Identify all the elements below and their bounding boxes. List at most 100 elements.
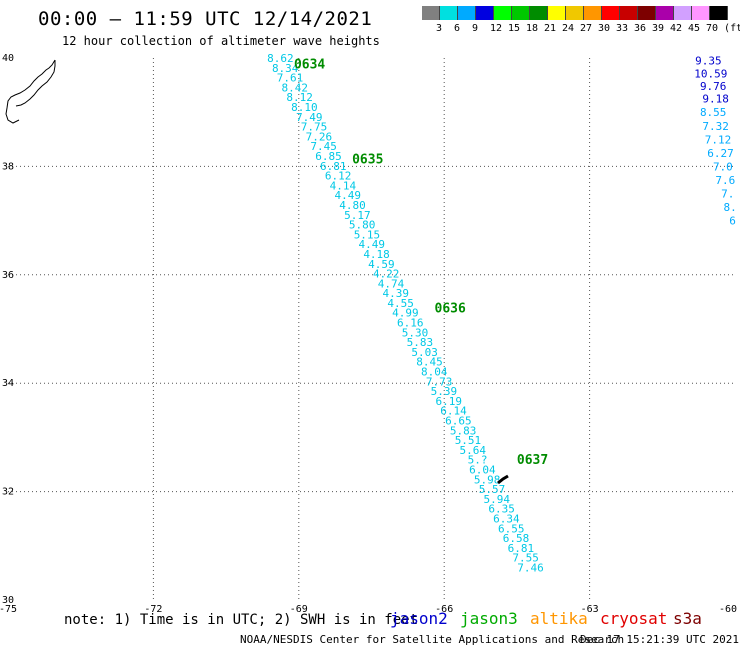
swh-value-label: 5.64 — [460, 444, 487, 457]
swh-value-label: 4.39 — [383, 287, 410, 300]
legend-swatch — [656, 6, 674, 20]
satellite-s3a: s3a — [673, 609, 702, 628]
swh-value-label: 7.45 — [310, 140, 337, 153]
swh-value-label: 5.57 — [479, 483, 506, 496]
swh-value-label: 6.85 — [315, 150, 342, 163]
swh-value-label: 9.76 — [700, 80, 727, 93]
swh-value-label: 7.32 — [702, 120, 729, 133]
swh-value-label: 5.03 — [411, 346, 438, 359]
swh-value-label: 5.83 — [407, 336, 434, 349]
swh-value-label: 8. — [724, 201, 737, 214]
generated-timestamp: Dec 17 15:21:39 UTC 2021 — [580, 633, 739, 646]
legend-label: 24 — [562, 23, 575, 34]
legend-label: 15 — [508, 23, 521, 34]
swh-value-label: 7.73 — [426, 375, 453, 388]
x-tick-label: -60 — [719, 604, 737, 615]
swh-value-label: 4.99 — [392, 307, 419, 320]
swh-value-label: 5.83 — [450, 424, 477, 437]
y-tick-label: 32 — [2, 487, 14, 498]
swh-value-label: 6.34 — [493, 512, 520, 525]
y-tick-label: 40 — [2, 53, 14, 64]
swh-value-label: 6 — [729, 215, 736, 228]
x-tick-label: -66 — [435, 604, 453, 615]
y-tick-label: 38 — [2, 161, 14, 172]
legend-label: 21 — [544, 23, 557, 34]
pass-time-label: 0636 — [435, 301, 466, 316]
swh-value-label: 8.12 — [286, 91, 313, 104]
x-tick-label: -75 — [0, 604, 17, 615]
y-tick-label: 34 — [2, 378, 14, 389]
swh-value-label: 4.14 — [330, 179, 357, 192]
swh-value-label: 5.94 — [484, 493, 511, 506]
x-tick-label: -63 — [581, 604, 599, 615]
legend-label: 3 — [436, 23, 443, 34]
swh-value-label: 8.42 — [282, 81, 309, 94]
swh-value-label: 7.12 — [705, 133, 732, 146]
swh-value-label: 5.30 — [402, 326, 429, 339]
swh-value-label: 6.12 — [325, 170, 352, 183]
legend-swatch — [530, 6, 548, 20]
swh-value-label: 6.65 — [445, 415, 472, 428]
swh-value-label: 7.46 — [517, 561, 544, 574]
legend-label: 70 (ft) — [706, 23, 740, 34]
x-tick-label: -69 — [290, 604, 308, 615]
credit-text: NOAA/NESDIS Center for Satellite Applica… — [240, 633, 625, 646]
legend-swatch — [494, 6, 512, 20]
legend-swatch — [620, 6, 638, 20]
legend-label: 27 — [580, 23, 593, 34]
swh-value-label: 5.? — [468, 454, 488, 467]
legend-label: 9 — [472, 23, 479, 34]
legend-swatch — [440, 6, 458, 20]
swh-value-label: 7.0 — [713, 160, 733, 173]
swh-value-label: 10.59 — [694, 67, 727, 80]
legend-label: 12 — [490, 23, 503, 34]
swh-value-label: 5.39 — [431, 385, 458, 398]
satellite-jason2: jason2 — [390, 609, 448, 628]
swh-value-label: 6.19 — [435, 395, 462, 408]
swh-value-label: 8.10 — [291, 101, 318, 114]
swh-value-label: 8.55 — [700, 106, 727, 119]
pass-time-label: 0634 — [294, 57, 325, 72]
satellite-tracks: 8.628.347.618.428.128.107.497.757.267.45… — [267, 52, 737, 574]
chart-title: 00:00 – 11:59 UTC 12/14/2021 — [38, 8, 373, 30]
rain-flag-mark — [497, 474, 509, 485]
axis-labels: -75 -72 -69 -66 -63 -60 30 32 34 36 38 40 — [0, 53, 737, 615]
swh-value-label: 8.04 — [421, 366, 448, 379]
y-tick-label: 36 — [2, 270, 14, 281]
swh-value-label: 7.49 — [296, 111, 323, 124]
legend-label: 18 — [526, 23, 539, 34]
legend-swatch — [548, 6, 566, 20]
satellite-jason3: jason3 — [460, 609, 518, 628]
footnote: note: 1) Time is in UTC; 2) SWH is in fe… — [64, 612, 419, 628]
pass-time-label: 0637 — [517, 453, 548, 468]
swh-value-label: 7.26 — [306, 130, 333, 143]
swh-value-label: 6.04 — [469, 464, 496, 477]
swh-value-label: 6.35 — [488, 503, 515, 516]
y-tick-label: 30 — [2, 595, 14, 606]
legend-label: 39 — [652, 23, 665, 34]
swh-value-label: 4.18 — [363, 248, 390, 261]
swh-value-label: 7.55 — [512, 552, 539, 565]
track-jason3: 8.628.347.618.428.128.107.497.757.267.45… — [267, 52, 548, 574]
legend-swatch — [602, 6, 620, 20]
swh-value-label: 5.17 — [344, 209, 371, 222]
swh-value-label: 4.59 — [368, 258, 395, 271]
legend-swatch — [566, 6, 584, 20]
swh-value-label: 4.49 — [334, 189, 361, 202]
swh-value-label: 8.34 — [272, 62, 299, 75]
track-jason2-b: 8.557.327.126.277.07.67.8.6 — [700, 106, 737, 227]
grid-lines — [8, 58, 735, 600]
chart-subtitle: 12 hour collection of altimeter wave hei… — [62, 34, 380, 48]
swh-value-label: 4.74 — [378, 277, 405, 290]
legend-swatch — [710, 6, 728, 20]
legend-label: 6 — [454, 23, 461, 34]
swh-value-label: 6.81 — [508, 542, 535, 555]
legend-swatch — [512, 6, 530, 20]
coastline-shape — [5, 59, 56, 124]
swh-value-label: 6.55 — [498, 522, 525, 535]
swh-value-label: 5.15 — [354, 228, 381, 241]
swh-value-label: 4.49 — [359, 238, 386, 251]
swh-value-label: 4.22 — [373, 268, 400, 281]
